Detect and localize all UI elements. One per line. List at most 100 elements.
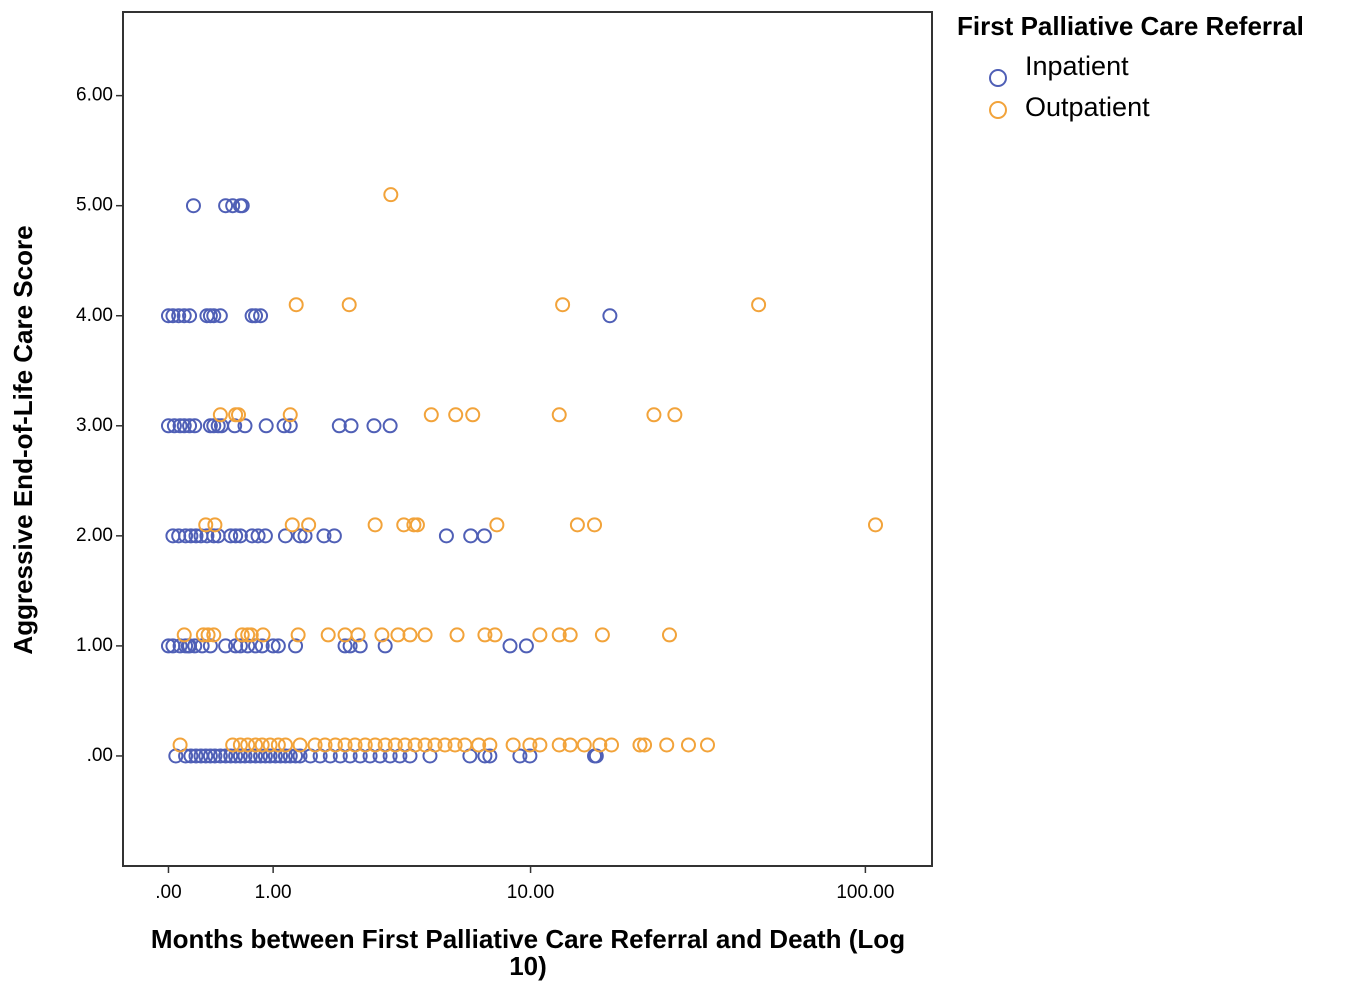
point xyxy=(632,737,648,753)
point xyxy=(659,737,675,753)
point xyxy=(237,418,253,434)
point xyxy=(699,737,715,753)
point xyxy=(646,407,662,423)
point xyxy=(397,737,413,753)
point xyxy=(592,737,608,753)
point xyxy=(301,517,317,533)
point xyxy=(448,407,464,423)
point xyxy=(438,528,454,544)
point xyxy=(594,627,610,643)
point xyxy=(437,737,453,753)
point xyxy=(680,737,696,753)
point xyxy=(551,627,567,643)
point xyxy=(562,737,578,753)
point xyxy=(427,737,443,753)
point xyxy=(377,737,393,753)
point xyxy=(512,748,528,764)
point xyxy=(258,418,274,434)
point xyxy=(374,627,390,643)
point xyxy=(218,638,234,654)
point xyxy=(171,308,187,324)
point xyxy=(602,308,618,324)
point xyxy=(476,528,492,544)
point xyxy=(165,308,181,324)
point xyxy=(262,748,278,764)
point xyxy=(569,517,585,533)
point xyxy=(223,528,239,544)
point xyxy=(172,737,188,753)
point xyxy=(160,638,176,654)
point xyxy=(449,627,465,643)
y-tick-label: 3.00 xyxy=(76,415,113,436)
y-tick-label: 4.00 xyxy=(76,305,113,326)
point xyxy=(199,528,215,544)
y-tick-label: .00 xyxy=(87,745,113,766)
y-axis-title: Aggressive End-of-Life Care Score xyxy=(8,225,38,654)
y-tick-label: 2.00 xyxy=(76,525,113,546)
legend-marker xyxy=(989,69,1007,87)
x-tick-label: 100.00 xyxy=(836,882,894,903)
point xyxy=(248,748,264,764)
point xyxy=(277,737,293,753)
point xyxy=(457,737,473,753)
point xyxy=(487,627,503,643)
point xyxy=(587,517,603,533)
point xyxy=(387,737,403,753)
point xyxy=(284,517,300,533)
point xyxy=(604,737,620,753)
point xyxy=(471,737,487,753)
y-tick-label: 6.00 xyxy=(76,85,113,106)
point xyxy=(182,418,198,434)
x-tick-label: 10.00 xyxy=(507,882,555,903)
point xyxy=(176,418,192,434)
point xyxy=(350,627,366,643)
point xyxy=(248,737,264,753)
point xyxy=(402,627,418,643)
point xyxy=(326,528,342,544)
legend-label: Outpatient xyxy=(1025,92,1150,122)
point xyxy=(522,748,538,764)
point xyxy=(292,737,308,753)
point xyxy=(160,418,176,434)
point xyxy=(292,748,308,764)
point xyxy=(160,308,176,324)
point xyxy=(505,737,521,753)
point xyxy=(352,638,368,654)
point xyxy=(276,418,292,434)
point xyxy=(234,198,250,214)
point xyxy=(320,627,336,643)
point xyxy=(212,308,228,324)
point xyxy=(366,418,382,434)
point xyxy=(240,737,256,753)
point xyxy=(207,748,223,764)
point xyxy=(532,737,548,753)
point xyxy=(307,737,323,753)
point xyxy=(232,528,248,544)
point xyxy=(551,407,567,423)
point xyxy=(337,737,353,753)
point xyxy=(551,737,567,753)
point xyxy=(447,737,463,753)
point xyxy=(253,308,269,324)
point xyxy=(316,528,332,544)
point xyxy=(417,627,433,643)
point xyxy=(290,627,306,643)
y-tick-label: 1.00 xyxy=(76,635,113,656)
point xyxy=(262,737,278,753)
point xyxy=(270,638,286,654)
point xyxy=(555,297,571,313)
point xyxy=(250,528,266,544)
point xyxy=(185,198,201,214)
point xyxy=(198,517,214,533)
point xyxy=(255,627,271,643)
point xyxy=(248,308,264,324)
point xyxy=(532,627,548,643)
point xyxy=(166,418,182,434)
point xyxy=(347,737,363,753)
point xyxy=(202,748,218,764)
point xyxy=(367,517,383,533)
point xyxy=(288,638,304,654)
point xyxy=(282,407,298,423)
point xyxy=(576,737,592,753)
point xyxy=(637,737,653,753)
